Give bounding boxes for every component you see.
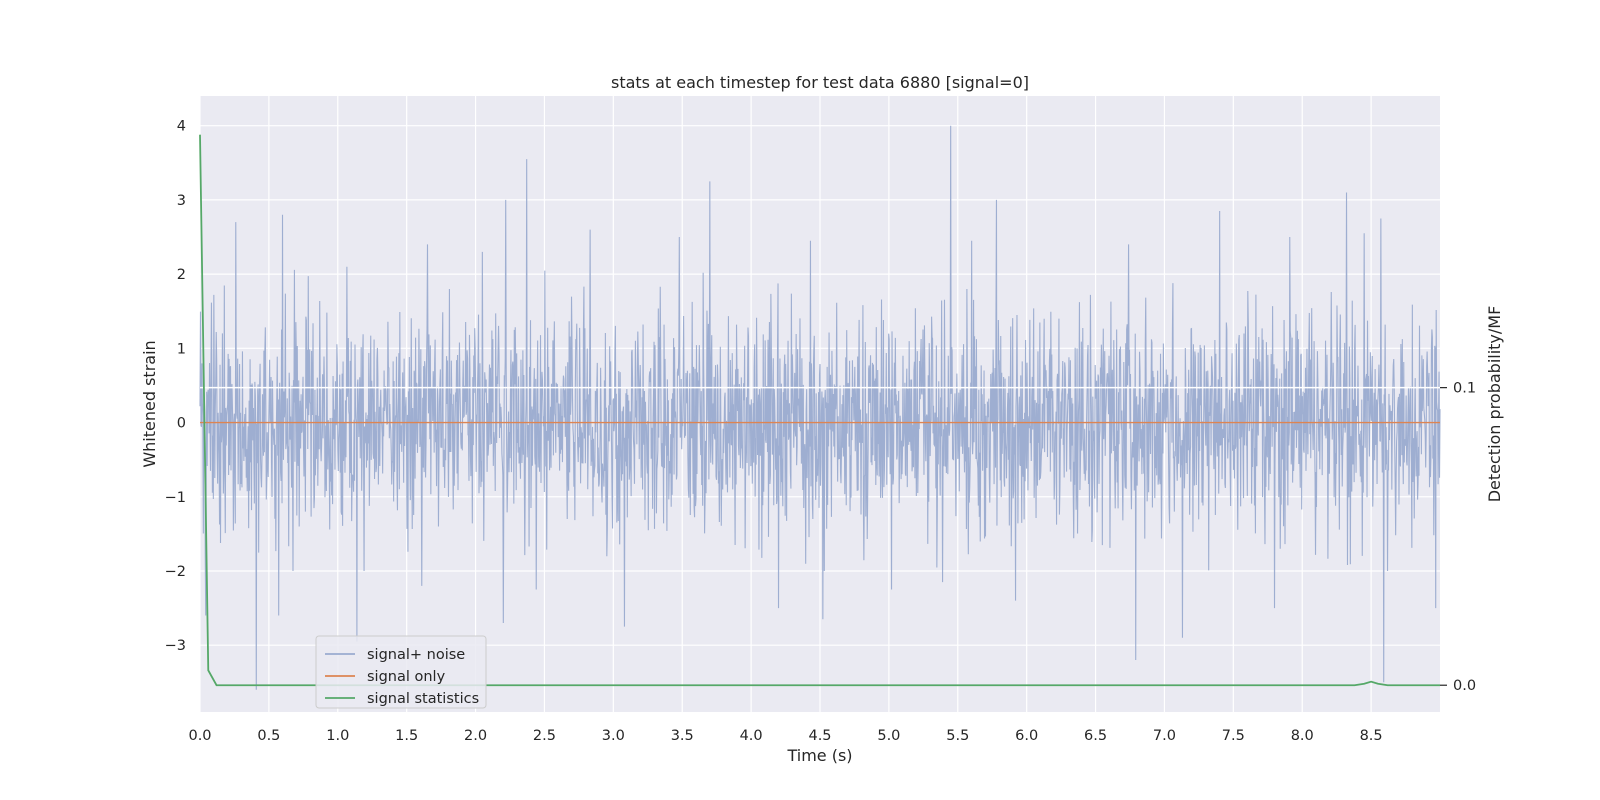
y2-axis: 0.1 0.0	[1440, 381, 1476, 694]
x-axis: 0.0 0.5 1.0 1.5 2.0 2.5 3.0 3.5 4.0 4.5 5.0 5.5 6.0 6…	[188, 728, 1382, 744]
x-tick-label: 2.5	[533, 728, 556, 744]
legend: signal+ noise signal only signal statistic…	[315, 635, 487, 709]
y-tick-label: 3	[177, 193, 186, 209]
legend-label: signal+ noise	[367, 647, 465, 663]
x-tick-label: 8.5	[1360, 728, 1383, 744]
x-tick-label: 4.0	[740, 728, 763, 744]
y-tick-label: −3	[165, 638, 186, 654]
y-tick-label: −1	[165, 490, 186, 506]
y-tick-label: 4	[177, 119, 186, 135]
y2-tick-label: 0.1	[1453, 381, 1476, 397]
x-tick-label: 3.0	[602, 728, 625, 744]
y-axis-label: Whitened strain	[140, 340, 159, 467]
x-tick-label: 3.5	[671, 728, 694, 744]
y2-tick-label: 0.0	[1453, 678, 1476, 694]
y-tick-label: −2	[165, 564, 186, 580]
legend-box	[315, 635, 487, 709]
x-tick-label: 1.5	[395, 728, 418, 744]
y-tick-label: 1	[177, 341, 186, 357]
y-tick-label: 0	[177, 416, 186, 432]
series-signal-noise	[199, 125, 1441, 690]
x-tick-label: 5.0	[877, 728, 900, 744]
x-tick-label: 2.0	[464, 728, 487, 744]
x-tick-label: 7.0	[1153, 728, 1176, 744]
x-tick-label: 0.5	[257, 728, 280, 744]
legend-label: signal statistics	[367, 691, 479, 707]
x-tick-label: 5.5	[946, 728, 969, 744]
y2-axis-label: Detection probability/MF	[1485, 306, 1504, 503]
x-tick-label: 7.5	[1222, 728, 1245, 744]
x-axis-label: Time (s)	[786, 746, 852, 765]
legend-label: signal only	[367, 669, 446, 685]
series-signal-statistics	[199, 134, 1440, 687]
series-layer	[199, 125, 1441, 690]
x-tick-label: 6.5	[1084, 728, 1107, 744]
y-tick-label: 2	[177, 267, 186, 283]
x-tick-label: 6.0	[1015, 728, 1038, 744]
y-axis: 4 3 2 1 0 −1 −2 −3	[165, 119, 186, 655]
chart-title: stats at each timestep for test data 688…	[611, 73, 1029, 92]
x-tick-label: 4.5	[808, 728, 831, 744]
x-tick-label: 8.0	[1291, 728, 1314, 744]
x-tick-label: 1.0	[326, 728, 349, 744]
x-tick-label: 0.0	[188, 728, 211, 744]
